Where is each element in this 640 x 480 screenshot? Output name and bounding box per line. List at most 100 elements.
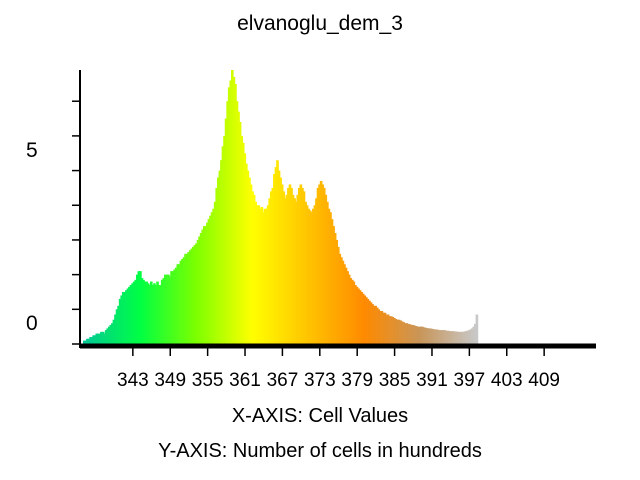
histogram-bar — [405, 323, 409, 344]
histogram-bar — [279, 177, 282, 344]
histogram-bar — [470, 328, 474, 344]
histogram-bar — [221, 146, 225, 344]
histogram-bar — [363, 295, 367, 344]
histogram-bar — [316, 187, 320, 344]
histogram-bar — [352, 281, 356, 344]
x-tick-label: 355 — [192, 370, 224, 391]
histogram-bar — [195, 243, 198, 344]
histogram-bar — [135, 274, 139, 344]
histogram-bar — [464, 331, 468, 344]
histogram-bar — [341, 260, 345, 344]
histogram-bar — [224, 118, 228, 344]
histogram-bar — [343, 264, 346, 344]
histogram-bar — [146, 283, 150, 344]
histogram-bar — [397, 319, 401, 344]
histogram-bar — [442, 330, 446, 344]
histogram-bar — [167, 274, 170, 344]
histogram-bar — [95, 333, 99, 344]
histogram-bar — [196, 239, 200, 344]
histogram-bar — [360, 291, 363, 344]
histogram-bar — [140, 278, 144, 344]
histogram-bar — [207, 219, 211, 344]
histogram-bar — [248, 177, 251, 344]
histogram-bar — [327, 208, 331, 344]
histogram-bar — [216, 177, 220, 344]
histogram-bar — [371, 304, 374, 344]
histogram-bar — [374, 305, 377, 344]
histogram-bar — [159, 285, 162, 344]
histogram-bar — [145, 281, 148, 344]
histogram-bar — [220, 160, 223, 344]
histogram-bar — [259, 208, 262, 344]
histogram-bar — [400, 321, 404, 344]
histogram-bar — [173, 269, 176, 344]
histogram-bar — [330, 219, 334, 344]
x-tick-label: 379 — [341, 370, 373, 391]
histogram-bar — [271, 187, 275, 344]
histogram-bar — [474, 323, 477, 344]
histogram-bar — [170, 271, 173, 344]
histogram-bar — [199, 233, 203, 344]
histogram-bar — [212, 208, 215, 344]
histogram-bar — [308, 210, 312, 344]
histogram-bar — [444, 330, 448, 344]
histogram-bar — [202, 226, 206, 344]
histogram-bar — [347, 274, 351, 344]
histogram-bar — [174, 267, 178, 344]
histogram-bar — [463, 331, 466, 344]
y-axis-label: Y-AXIS: Number of cells in hundreds — [158, 440, 482, 462]
histogram-bar — [366, 298, 370, 344]
histogram-bar — [241, 142, 245, 344]
histogram-bar — [209, 215, 212, 344]
histogram-bar — [321, 184, 324, 344]
y-tick-label: 0 — [26, 312, 38, 335]
bar-series — [83, 70, 479, 345]
histogram-bar — [257, 205, 261, 344]
histogram-bar — [238, 122, 242, 344]
histogram-bar — [436, 329, 440, 344]
histogram-bar — [315, 198, 318, 344]
histogram-bar — [338, 253, 342, 344]
histogram-bar — [364, 297, 368, 344]
histogram-bar — [121, 291, 125, 344]
histogram-bar — [427, 328, 430, 344]
histogram-bar — [287, 187, 290, 344]
histogram-bar — [318, 184, 321, 344]
histogram-bar — [123, 291, 127, 344]
histogram-bar — [246, 170, 250, 344]
histogram-bar — [419, 326, 423, 344]
histogram-bar — [285, 194, 289, 344]
histogram-bar — [215, 187, 219, 344]
histogram-bar — [86, 338, 89, 344]
histogram-bar — [430, 328, 434, 344]
histogram-bar — [143, 281, 147, 344]
histogram-bar — [408, 324, 412, 344]
histogram-bar — [350, 279, 354, 344]
histogram-bar — [324, 194, 328, 344]
histogram-bar — [128, 286, 131, 344]
histogram-bar — [455, 331, 458, 344]
histogram-bar — [139, 271, 142, 344]
x-tick-label: 343 — [117, 370, 149, 391]
histogram-bar — [274, 167, 278, 344]
histogram-bar — [134, 279, 138, 344]
histogram-bar — [90, 337, 94, 344]
histogram-bar — [312, 208, 315, 344]
histogram-bar — [112, 319, 116, 344]
histogram-bar — [266, 205, 270, 344]
histogram-bar — [447, 330, 451, 344]
histogram-bar — [428, 328, 432, 344]
histogram-bar — [240, 135, 243, 344]
histogram-bar — [171, 271, 175, 344]
histogram-bar — [326, 201, 329, 344]
histogram-bar — [265, 208, 268, 344]
histogram-bar — [288, 184, 292, 344]
histogram-bar — [301, 187, 304, 344]
histogram-bar — [291, 194, 295, 344]
histogram-bar — [354, 285, 357, 344]
histogram-bar — [213, 201, 217, 344]
histogram-bar — [237, 111, 240, 345]
histogram-bar — [389, 316, 393, 344]
histogram-bar — [452, 331, 455, 344]
